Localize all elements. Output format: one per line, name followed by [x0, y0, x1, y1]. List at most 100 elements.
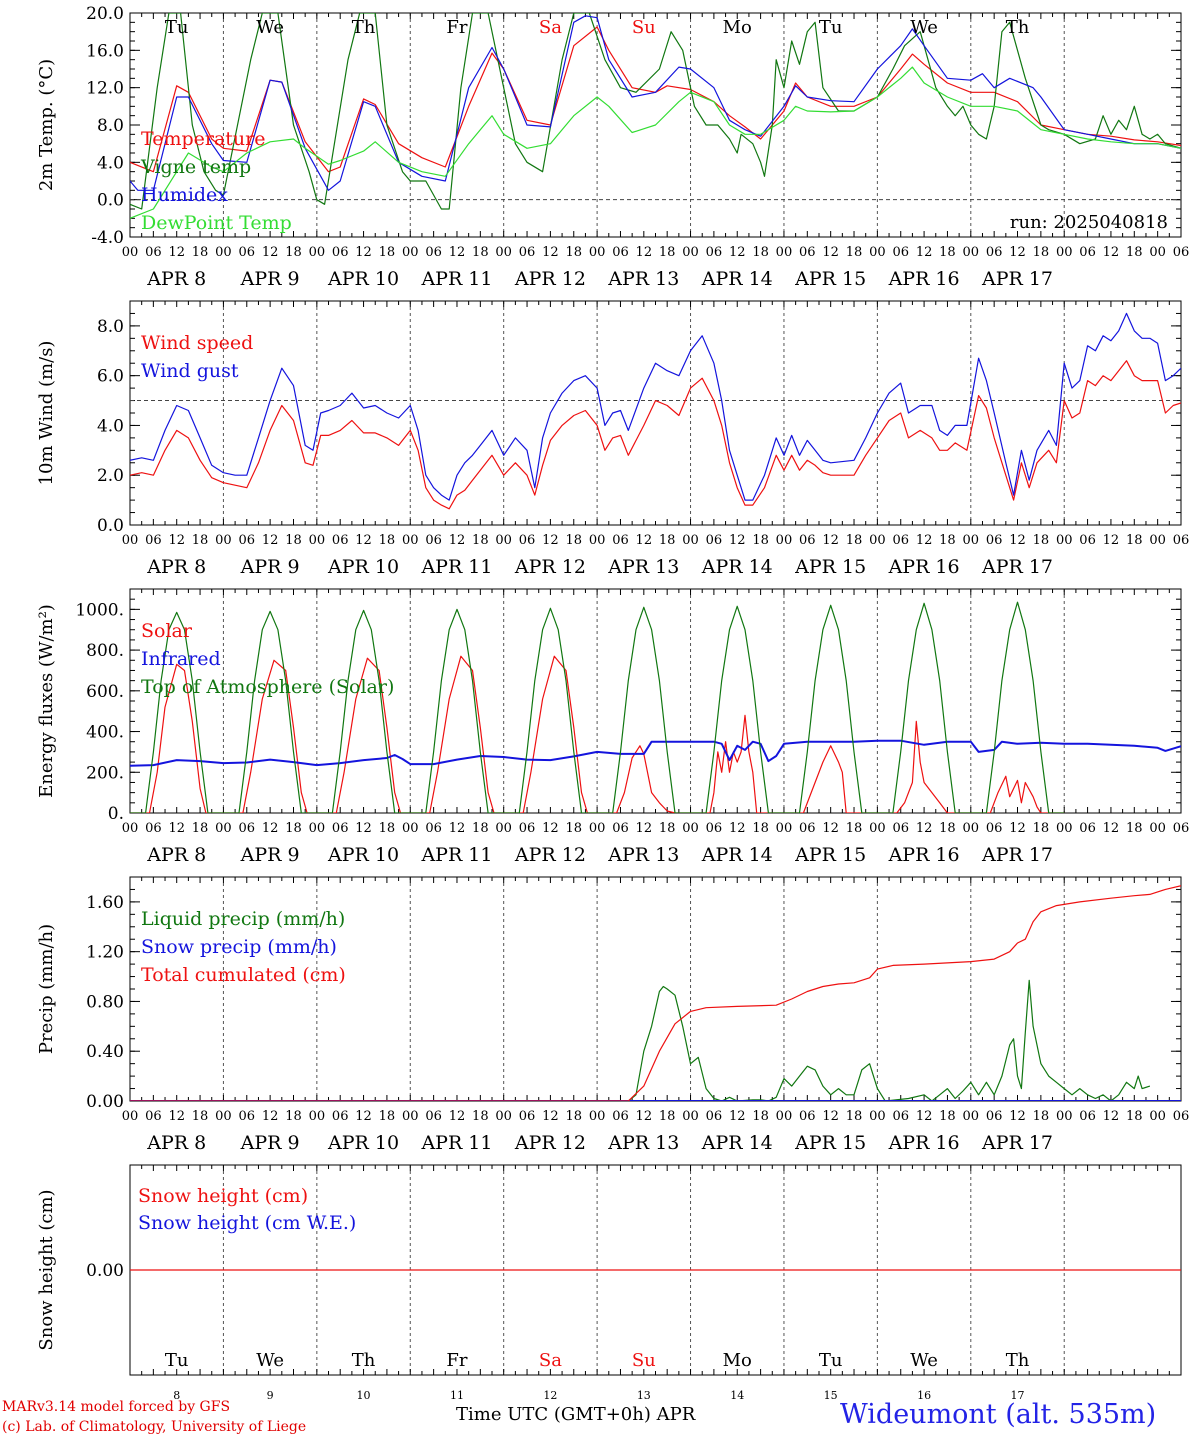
hour-tick-label: 12 — [449, 821, 466, 836]
hour-tick-label: 18 — [472, 533, 489, 548]
hour-tick-label: 06 — [145, 533, 162, 548]
hour-tick-label: 12 — [916, 533, 933, 548]
hour-tick-label: 06 — [1173, 533, 1190, 548]
day-date-label: APR 13 — [607, 556, 679, 578]
hour-tick-label: 06 — [986, 245, 1003, 260]
day-date-label: APR 15 — [794, 268, 866, 290]
hour-tick-label: 18 — [285, 533, 302, 548]
hour-tick-label: 12 — [262, 533, 279, 548]
hour-tick-label: 18 — [846, 821, 863, 836]
hour-tick-label: 06 — [1173, 821, 1190, 836]
day-date-label: APR 9 — [240, 1132, 300, 1154]
y-tick-label: 12.0 — [86, 79, 124, 99]
hour-tick-label: 00 — [776, 533, 793, 548]
day-date-label: APR 14 — [701, 556, 773, 578]
hour-tick-label: 00 — [589, 821, 606, 836]
hour-tick-label: 12 — [729, 245, 746, 260]
day-abbr-top: Tu — [819, 17, 843, 38]
hour-tick-label: 18 — [472, 245, 489, 260]
day-date-label: APR 9 — [240, 556, 300, 578]
day-abbr-top: Th — [352, 17, 376, 38]
hour-tick-label: 18 — [285, 245, 302, 260]
hour-tick-label: 06 — [1079, 821, 1096, 836]
day-date-label: APR 11 — [420, 1132, 492, 1154]
day-date-label: APR 11 — [420, 844, 492, 866]
hour-tick-label: 12 — [355, 1109, 372, 1124]
hour-tick-label: 06 — [612, 245, 629, 260]
hour-tick-label: 00 — [1149, 533, 1166, 548]
hour-tick-label: 06 — [145, 821, 162, 836]
day-date-label: APR 12 — [514, 1132, 586, 1154]
hour-tick-label: 00 — [1056, 533, 1073, 548]
day-date-label: APR 14 — [701, 1132, 773, 1154]
hour-tick-label: 18 — [1126, 533, 1143, 548]
hour-tick-label: 00 — [309, 1109, 326, 1124]
hour-tick-label: 06 — [799, 821, 816, 836]
day-date-label: APR 8 — [146, 556, 206, 578]
hour-tick-label: 06 — [239, 533, 256, 548]
hour-tick-label: 00 — [589, 245, 606, 260]
hour-tick-label: 00 — [1056, 821, 1073, 836]
hour-tick-label: 18 — [659, 533, 676, 548]
hour-tick-label: 00 — [1056, 1109, 1073, 1124]
hour-tick-label: 18 — [285, 1109, 302, 1124]
y-tick-label: 0. — [108, 804, 124, 824]
hour-tick-label: 00 — [1149, 245, 1166, 260]
y-tick-label: 16.0 — [86, 41, 124, 61]
hour-tick-label: 06 — [332, 533, 349, 548]
y-tick-label: 1.20 — [86, 943, 124, 963]
hour-tick-label: 18 — [939, 1109, 956, 1124]
hour-tick-label: 00 — [589, 1109, 606, 1124]
day-abbr-top: Sa — [539, 17, 562, 38]
hour-tick-label: 00 — [215, 1109, 232, 1124]
day-date-label: APR 12 — [514, 844, 586, 866]
hour-tick-label: 06 — [239, 1109, 256, 1124]
day-date-label: APR 9 — [240, 268, 300, 290]
hour-tick-label: 00 — [122, 533, 139, 548]
hour-tick-label: 18 — [379, 533, 396, 548]
day-number: 13 — [637, 1389, 651, 1402]
hour-tick-label: 06 — [706, 821, 723, 836]
hour-tick-label: 18 — [1033, 821, 1050, 836]
hour-tick-label: 18 — [752, 533, 769, 548]
hour-tick-label: 18 — [846, 1109, 863, 1124]
y-tick-label: 200. — [86, 763, 124, 783]
hour-tick-label: 00 — [869, 533, 886, 548]
hour-tick-label: 12 — [916, 821, 933, 836]
hour-tick-label: 12 — [1103, 245, 1120, 260]
hour-tick-label: 00 — [309, 821, 326, 836]
y-tick-label: 4.0 — [97, 416, 124, 436]
hour-tick-label: 18 — [659, 1109, 676, 1124]
hour-tick-label: 18 — [1033, 1109, 1050, 1124]
hour-tick-label: 18 — [939, 821, 956, 836]
y-tick-label: 2.0 — [97, 466, 124, 486]
hour-tick-label: 06 — [425, 245, 442, 260]
hour-tick-label: 00 — [309, 245, 326, 260]
hour-tick-label: 06 — [145, 1109, 162, 1124]
day-number: 8 — [173, 1389, 180, 1402]
hour-tick-label: 12 — [729, 1109, 746, 1124]
day-date-label: APR 13 — [607, 268, 679, 290]
hour-tick-label: 06 — [799, 245, 816, 260]
hour-tick-label: 06 — [986, 533, 1003, 548]
hour-tick-label: 18 — [565, 245, 582, 260]
hour-tick-label: 12 — [1009, 821, 1026, 836]
hour-tick-label: 12 — [729, 821, 746, 836]
hour-tick-label: 06 — [799, 533, 816, 548]
hour-tick-label: 06 — [332, 821, 349, 836]
hour-tick-label: 00 — [682, 533, 699, 548]
hour-tick-label: 18 — [939, 245, 956, 260]
day-abbr-bottom: Fr — [446, 1350, 467, 1371]
hour-tick-label: 12 — [168, 533, 185, 548]
hour-tick-label: 12 — [729, 533, 746, 548]
day-date-label: APR 11 — [420, 556, 492, 578]
day-date-label: APR 12 — [514, 268, 586, 290]
hour-tick-label: 00 — [682, 821, 699, 836]
day-number: 14 — [730, 1389, 744, 1402]
hour-tick-label: 00 — [215, 821, 232, 836]
hour-tick-label: 18 — [752, 1109, 769, 1124]
hour-tick-label: 06 — [519, 245, 536, 260]
day-date-label: APR 17 — [981, 556, 1053, 578]
hour-tick-label: 00 — [776, 821, 793, 836]
